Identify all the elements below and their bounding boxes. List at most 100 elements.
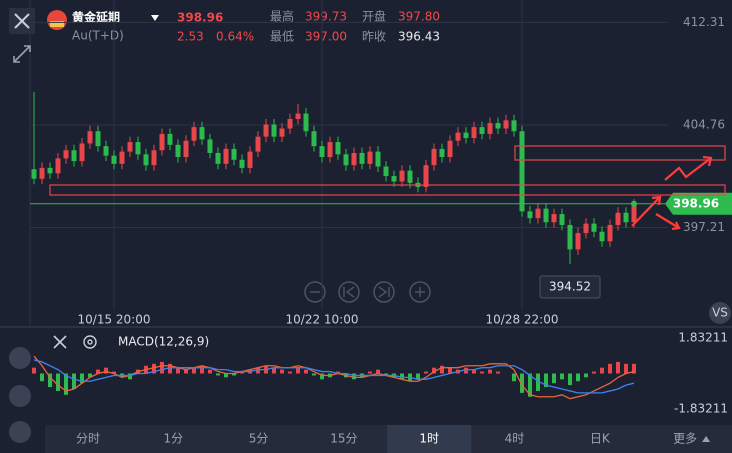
macd-bar — [632, 363, 636, 374]
tab[interactable]: 日K — [590, 432, 611, 446]
macd-bar — [40, 373, 44, 382]
annotation-boxes — [49, 145, 726, 196]
candle-body — [119, 151, 125, 164]
candle-body — [551, 214, 557, 223]
candle-body — [623, 212, 629, 223]
macd-bar — [552, 373, 556, 384]
candle-body — [527, 211, 533, 219]
candle-body — [439, 148, 445, 158]
candle-body — [231, 148, 237, 160]
macd-bar — [416, 373, 420, 380]
macd-bar — [568, 373, 572, 386]
candle-body — [631, 203, 637, 223]
low-label-box — [539, 275, 601, 299]
candle-body — [159, 133, 165, 151]
macd-bar — [608, 363, 612, 374]
candle-body — [535, 208, 541, 219]
tab[interactable]: 1时 — [419, 432, 439, 446]
high-value: 399.73 — [305, 10, 347, 24]
macd-bar — [96, 369, 100, 374]
product-name[interactable]: 黄金延期 — [72, 10, 120, 25]
macd-bar — [560, 373, 564, 380]
macd-bar — [400, 373, 404, 380]
macd-line — [33, 359, 635, 394]
macd-line — [33, 355, 635, 400]
macd-bar — [176, 367, 180, 374]
macd-bar — [72, 373, 76, 390]
candle-body — [375, 151, 381, 167]
tab[interactable]: 更多 — [673, 432, 697, 446]
last-price-tag — [665, 192, 732, 215]
x-tick-label: 10/15 20:00 — [78, 313, 151, 327]
tab[interactable]: 4时 — [505, 432, 525, 446]
prev-close-label: 昨收 — [362, 30, 386, 44]
y-tick-label: 412.31 — [683, 15, 725, 29]
candle-body — [407, 170, 413, 183]
svg-text:VS: VS — [712, 306, 728, 320]
macd-bar — [368, 371, 372, 374]
candle-body — [583, 223, 589, 234]
macd-close[interactable] — [53, 335, 67, 349]
candle-body — [31, 169, 37, 179]
candle-body — [207, 139, 213, 153]
price-change: 2.53 — [177, 30, 204, 44]
candle-body — [319, 146, 325, 158]
tab[interactable]: 1分 — [163, 432, 183, 446]
vs-button[interactable]: VS — [709, 302, 731, 324]
candle-body — [567, 224, 573, 250]
macd-bar — [56, 373, 60, 391]
candle-body — [55, 158, 61, 174]
macd-bar — [112, 371, 116, 374]
candle-body — [151, 150, 157, 166]
candle-body — [543, 208, 549, 223]
macd-bar — [592, 371, 596, 374]
macd-bar — [528, 373, 532, 397]
tab[interactable]: 15分 — [330, 432, 357, 446]
tab-selected — [387, 425, 472, 453]
macd-bar — [48, 373, 52, 388]
candle-body — [63, 150, 69, 159]
candle-body — [271, 124, 277, 137]
y-tick-label: -1.83211 — [674, 402, 728, 416]
macd-bar — [576, 373, 580, 382]
candle-body — [183, 140, 189, 158]
tab[interactable]: 分时 — [76, 432, 100, 446]
tab[interactable]: 5分 — [249, 432, 269, 446]
candle-body — [335, 142, 341, 155]
macd-bar — [240, 371, 244, 374]
candle-body — [279, 128, 285, 137]
macd-bar — [88, 373, 92, 378]
candle-body — [239, 159, 245, 168]
candle-body — [455, 132, 461, 141]
dropdown-arrow[interactable] — [151, 15, 159, 21]
candle-body — [311, 131, 317, 147]
macd-bar — [200, 365, 204, 374]
candle-body — [47, 167, 53, 174]
chart-nav[interactable] — [304, 281, 431, 303]
macd-bar — [32, 367, 36, 374]
product-code: Au(T+D) — [72, 29, 124, 43]
macd-bar — [544, 373, 548, 388]
macd-settings[interactable] — [83, 335, 97, 349]
candle-body — [135, 142, 141, 155]
side-tools[interactable] — [9, 347, 31, 443]
candle-body — [575, 233, 581, 250]
candle-body — [215, 152, 221, 164]
candle-body — [447, 140, 453, 158]
candle-body — [463, 132, 469, 139]
macd-bar — [192, 367, 196, 374]
close-button[interactable] — [9, 8, 35, 34]
candle-body — [39, 167, 45, 179]
candle-body — [423, 165, 429, 187]
candle-body — [559, 214, 565, 225]
open-label: 开盘 — [362, 9, 386, 24]
macd-bar — [624, 363, 628, 374]
macd-bar — [520, 373, 524, 393]
last-price-dot — [631, 200, 637, 207]
macd-bar — [312, 373, 316, 376]
x-tick-label: 10/22 10:00 — [286, 313, 359, 327]
expand-button[interactable] — [13, 45, 31, 63]
macd-bar — [352, 373, 356, 380]
macd-bar — [584, 373, 588, 378]
macd-bar — [480, 371, 484, 374]
